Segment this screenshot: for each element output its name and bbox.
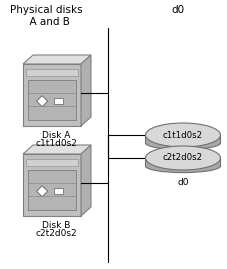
Ellipse shape: [145, 136, 220, 150]
Ellipse shape: [145, 160, 220, 173]
Polygon shape: [37, 96, 47, 107]
Polygon shape: [23, 55, 91, 64]
FancyBboxPatch shape: [145, 158, 220, 166]
Text: Physical disks
  A and B: Physical disks A and B: [10, 5, 82, 27]
FancyBboxPatch shape: [145, 135, 220, 143]
Polygon shape: [37, 186, 47, 197]
FancyBboxPatch shape: [54, 188, 62, 194]
FancyBboxPatch shape: [23, 64, 81, 126]
FancyBboxPatch shape: [28, 80, 76, 120]
FancyBboxPatch shape: [28, 169, 76, 210]
FancyBboxPatch shape: [26, 69, 78, 76]
Ellipse shape: [145, 146, 220, 170]
Text: Disk A: Disk A: [42, 131, 70, 140]
Text: Disk B: Disk B: [42, 221, 70, 230]
Ellipse shape: [145, 123, 220, 147]
Text: d0: d0: [171, 5, 184, 15]
FancyBboxPatch shape: [54, 98, 62, 104]
Text: c1t1d0s2: c1t1d0s2: [162, 130, 202, 140]
Polygon shape: [81, 55, 91, 126]
FancyBboxPatch shape: [26, 159, 78, 167]
Text: c1t1d0s2: c1t1d0s2: [35, 139, 76, 148]
Text: c2t2d0s2: c2t2d0s2: [162, 154, 202, 162]
Polygon shape: [81, 145, 91, 216]
FancyBboxPatch shape: [23, 154, 81, 216]
Text: d0: d0: [176, 178, 188, 187]
Text: c2t2d0s2: c2t2d0s2: [35, 229, 76, 238]
Polygon shape: [23, 145, 91, 154]
